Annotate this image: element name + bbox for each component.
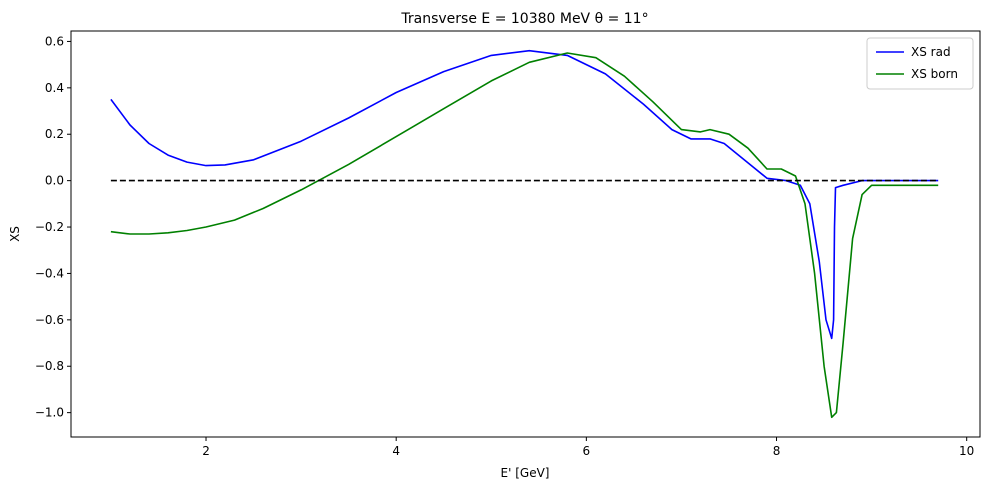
series-layer xyxy=(110,49,939,419)
y-tick-label: −0.6 xyxy=(35,313,64,327)
y-tick-label: −0.2 xyxy=(35,220,64,234)
legend-box xyxy=(866,37,974,90)
y-tick-label: −0.4 xyxy=(35,266,64,280)
y-tick-label: 0.0 xyxy=(45,174,64,188)
legend: XS rad XS born xyxy=(866,37,974,90)
x-tick-label: 10 xyxy=(959,444,974,458)
x-tick-label: 8 xyxy=(773,444,781,458)
x-axis-label: E' [GeV] xyxy=(501,466,550,480)
y-tick-label: −1.0 xyxy=(35,406,64,420)
y-axis: −1.0 −0.8 −0.6 −0.4 −0.2 0.0 0.2 0.4 0.6 xyxy=(35,34,71,420)
legend-label-xs-rad: XS rad xyxy=(911,45,951,59)
series-line-xs-born xyxy=(110,52,939,419)
legend-label-xs-born: XS born xyxy=(911,67,958,81)
x-tick-label: 2 xyxy=(202,444,210,458)
y-tick-label: 0.2 xyxy=(45,127,64,141)
plot-frame xyxy=(70,30,981,438)
series-line-xs-rad xyxy=(110,49,939,340)
x-tick-label: 4 xyxy=(392,444,400,458)
x-tick-label: 6 xyxy=(583,444,591,458)
y-tick-label: 0.6 xyxy=(45,34,64,48)
y-tick-label: −0.8 xyxy=(35,359,64,373)
chart-title: Transverse E = 10380 MeV θ = 11° xyxy=(400,11,648,27)
y-axis-label: XS xyxy=(8,226,22,242)
y-tick-label: 0.4 xyxy=(45,81,64,95)
x-axis: 2 4 6 8 10 xyxy=(202,437,974,458)
